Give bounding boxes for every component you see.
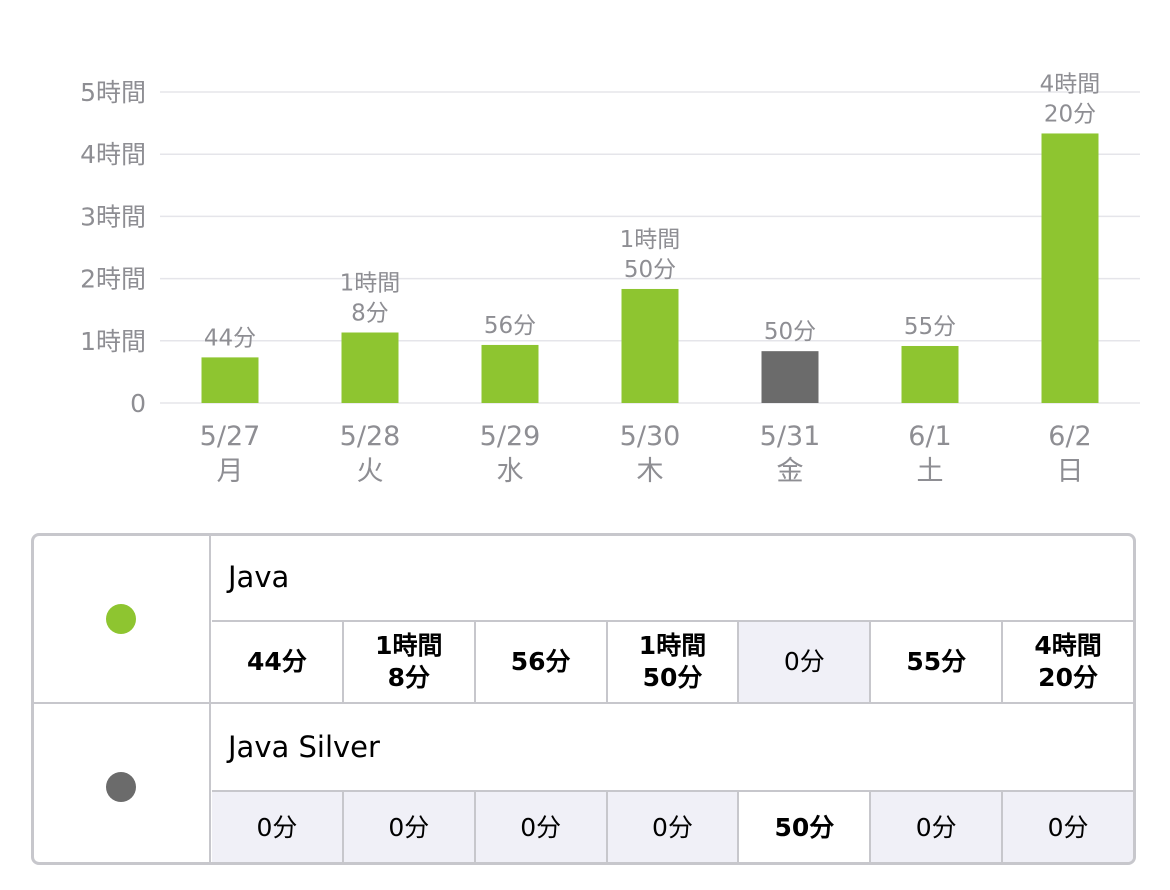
day-cell: 0分 [607,792,740,862]
x-tick-weekday: 水 [497,456,524,487]
bar-5-29 [481,344,539,403]
table-row-java[interactable]: Java 44分 1時間 8分 56分 1時間 50分 0分 55分 4時間 20分 [34,536,1133,702]
day-cell: 4時間 20分 [1003,622,1133,702]
data-label: 20分 [1044,101,1096,127]
data-label: 44分 [204,325,256,351]
data-label: 50分 [624,257,676,283]
day-cell: 0分 [1003,792,1133,862]
day-cell: 0分 [475,792,608,862]
x-tick-weekday: 火 [357,456,384,487]
day-cell: 55分 [871,622,1004,702]
bar-5-31 [761,351,819,403]
day-cell: 1時間 50分 [607,622,740,702]
x-tick-date: 5/27 [200,421,261,452]
x-tick-weekday: 木 [637,456,664,487]
x-tick-date: 5/28 [340,421,401,452]
y-tick-label: 0 [130,389,146,418]
data-label: 50分 [764,319,816,345]
subject-name: Java [212,536,1133,622]
day-cells: 0分 0分 0分 0分 50分 0分 0分 [212,792,1133,862]
data-label: 55分 [904,314,956,340]
y-tick-label: 5時間 [80,78,146,107]
data-label: 8分 [351,301,389,327]
x-tick-weekday: 日 [1057,456,1084,487]
legend-cell [34,536,211,702]
bar-5-30 [621,288,679,403]
day-cell: 44分 [212,622,344,702]
x-tick-date: 6/1 [908,421,951,452]
data-label: 1時間 [620,227,681,253]
bar-6-2 [1041,133,1099,403]
y-tick-label: 4時間 [80,140,146,169]
study-time-bar-chart: 0 1時間 2時間 3時間 4時間 5時間 44分 5/27 月 1時間 8分 5/28 火 56分 5/2… [80,71,1140,487]
java-color-dot [106,604,136,634]
y-tick-label: 3時間 [80,202,146,231]
y-tick-label: 1時間 [80,327,146,356]
day-cell: 1時間 8分 [343,622,476,702]
x-tick-weekday: 金 [777,456,804,487]
day-cells: 44分 1時間 8分 56分 1時間 50分 0分 55分 4時間 20分 [212,622,1133,702]
day-cell: 0分 [212,792,344,862]
legend-cell [34,704,211,862]
bar-5-28 [341,332,399,403]
x-tick-date: 5/29 [480,421,541,452]
table-row-java-silver[interactable]: Java Silver 0分 0分 0分 0分 50分 0分 0分 [34,702,1133,862]
x-tick-weekday: 月 [217,456,244,487]
bar-6-1 [901,345,959,403]
bar-5-27 [201,357,259,403]
data-label: 1時間 [340,271,401,297]
x-tick-date: 6/2 [1048,421,1091,452]
x-tick-weekday: 土 [917,456,944,487]
x-tick-date: 5/30 [620,421,681,452]
study-summary-table: Java 44分 1時間 8分 56分 1時間 50分 0分 55分 4時間 20分 Jav… [31,533,1136,865]
day-cell: 0分 [871,792,1004,862]
day-cell: 0分 [343,792,476,862]
x-tick-date: 5/31 [760,421,821,452]
data-label: 56分 [484,313,536,339]
subject-name: Java Silver [212,704,1133,792]
day-cell: 56分 [475,622,608,702]
java-silver-color-dot [106,772,136,802]
y-tick-label: 2時間 [80,265,146,294]
data-label: 4時間 [1040,71,1101,97]
day-cell: 50分 [739,792,872,862]
day-cell: 0分 [739,622,872,702]
